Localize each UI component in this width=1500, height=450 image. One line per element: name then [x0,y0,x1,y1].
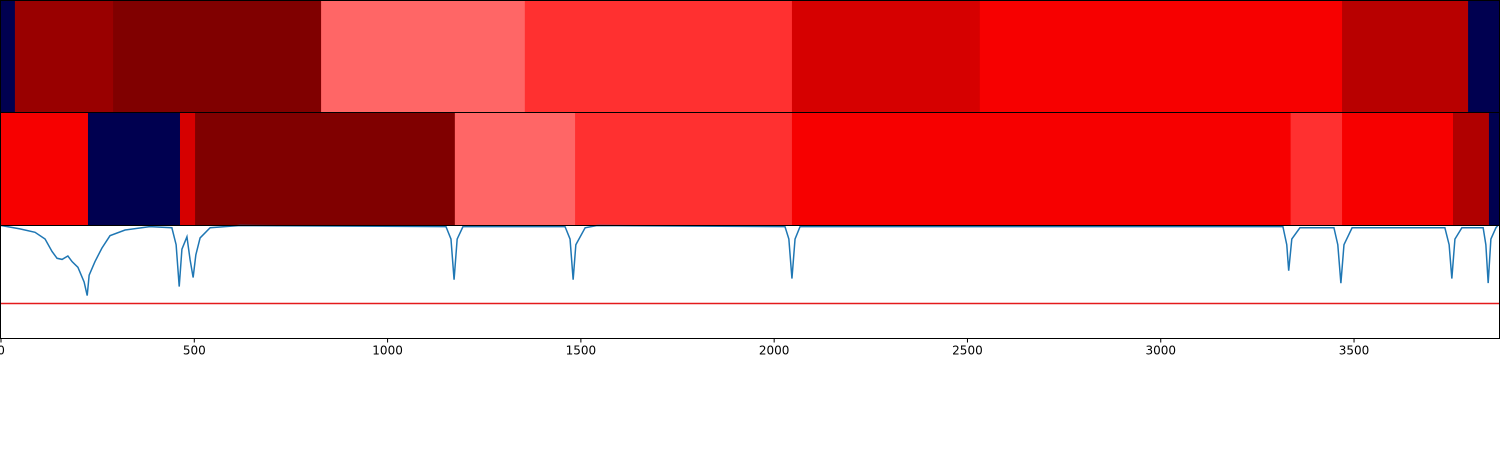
x-tick-label: 0 [0,343,5,357]
strip-segment [524,0,793,113]
x-tick-label: 2500 [952,343,983,357]
strip-segment [1,0,16,113]
strip-segment [1488,112,1500,226]
strip-segment [1342,112,1454,226]
strip-segment [1468,0,1500,113]
x-tick-label: 1500 [566,343,597,357]
strip-segment [791,0,981,113]
strip-segment [113,0,322,113]
panel-frame [0,225,1500,339]
strip-segment [575,112,793,226]
strip-segment [979,0,1343,113]
x-tick-label: 1000 [372,343,403,357]
x-tick-label: 3500 [1339,343,1370,357]
strip-segment [14,0,114,113]
strip-segment [454,112,576,226]
strip-segment [179,112,196,226]
strip-segment [195,112,456,226]
x-tick-label: 3000 [1145,343,1176,357]
strip-segment [1,112,89,226]
line-series [0,224,1499,296]
x-tick-label: 2000 [759,343,790,357]
x-tick-label: 500 [183,343,206,357]
strip-segment [321,0,526,113]
strip-segment [87,112,181,226]
strip-segment [791,112,1292,226]
strip-segment [1342,0,1469,113]
strip-segment [1452,112,1490,226]
strip-segment [1290,112,1343,226]
